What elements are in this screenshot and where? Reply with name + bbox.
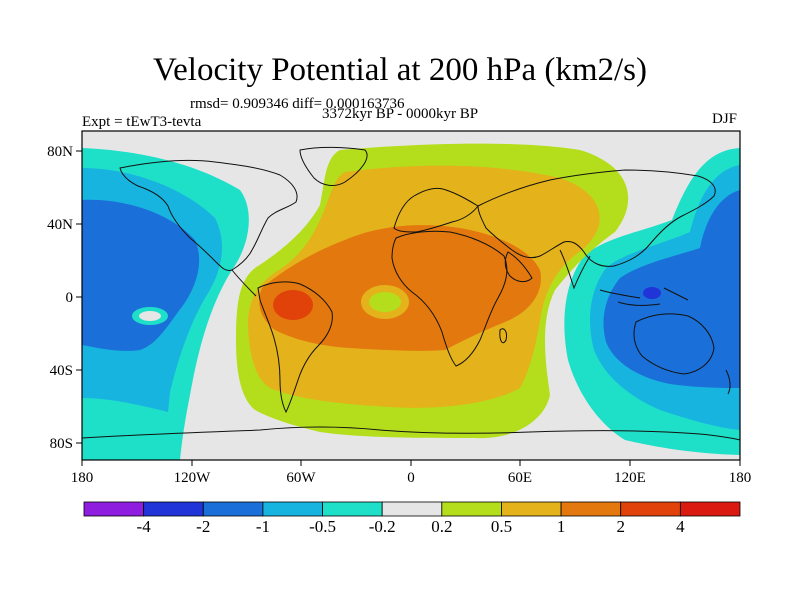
y-tick-label: 40N [47,217,73,233]
colorbar-swatch [441,501,502,517]
coast-south-america [257,281,333,414]
colorbar-level-label: 0.5 [490,517,513,536]
colorbar-swatch [381,501,443,517]
contour-neg2-center [643,287,661,299]
experiment-label: Expt = tEwT3-tevta [82,114,202,130]
colorbar-swatch [679,501,741,517]
coast-asia [477,169,716,267]
coast-greenland [299,146,368,186]
coastlines [82,146,740,441]
x-tick-label: 0 [407,470,415,486]
x-tick-label: 120W [174,470,212,486]
x-tick-label: 120E [614,470,646,486]
y-tick-label: 80N [47,144,73,160]
colorbar-swatch [322,501,383,517]
coast-africa [391,230,508,367]
coast-central-america [231,269,257,297]
chart-title: Velocity Potential at 200 hPa (km2/s) [152,52,648,88]
colorbar-swatch [83,501,145,517]
contour-pos1 [259,225,541,351]
coast-north-america [119,159,298,271]
colorbar-level-label: -1 [255,517,270,536]
tick-marks [76,150,741,466]
colorbar-level-label: -0.5 [309,517,336,536]
coast-madagascar [499,328,507,344]
contour-neg1-east-pacific [82,199,200,351]
colorbar-swatch [501,501,562,517]
colorbar-level-label: 2 [616,517,625,536]
coast-new-zealand [725,369,731,395]
season-label: DJF [712,111,738,127]
coast-india [559,249,591,290]
colorbar-level-label: 0.2 [431,517,453,536]
colorbar-swatch [262,501,323,517]
x-tick-label: 180 [729,470,752,486]
coast-australia [633,313,715,375]
x-tick-labels: 180 120W 60W 0 60E 120E 180 [71,470,752,486]
colorbar-level-label: -2 [196,517,211,536]
colorbar-level-label: 1 [556,517,566,536]
coast-arabia [504,251,533,283]
y-tick-labels: 80N 40N 0 40S 80S [47,144,73,452]
contour-neg1-west-pacific [603,190,740,388]
colorbar-swatch [202,501,264,517]
colorbar-level-label: 4 [676,517,685,536]
y-tick-label: 80S [50,436,73,452]
coast-indonesia [599,287,689,306]
contour-pos2-center [273,290,313,320]
colorbar [83,501,741,517]
colorbar-swatch [620,501,681,517]
colorbar-swatch [143,501,204,517]
x-tick-label: 60W [286,470,316,486]
x-tick-label: 60E [508,470,532,486]
contour-pos02-inner-hole [369,292,401,312]
colorbar-level-label: -0.2 [368,517,396,536]
x-tick-label: 180 [71,470,94,486]
y-tick-label: 40S [50,363,73,379]
colorbar-swatch [560,501,622,517]
period-label: 3372kyr BP - 0000kyr BP [322,106,479,122]
coast-antarctica [82,426,740,441]
stats-label: rmsd= 0.909346 diff= 0.000163736 [190,96,405,112]
y-tick-label: 0 [66,290,74,306]
contour-field [82,131,740,460]
colorbar-level-label: -4 [136,517,151,536]
contour-neutral-pocket [139,311,161,321]
